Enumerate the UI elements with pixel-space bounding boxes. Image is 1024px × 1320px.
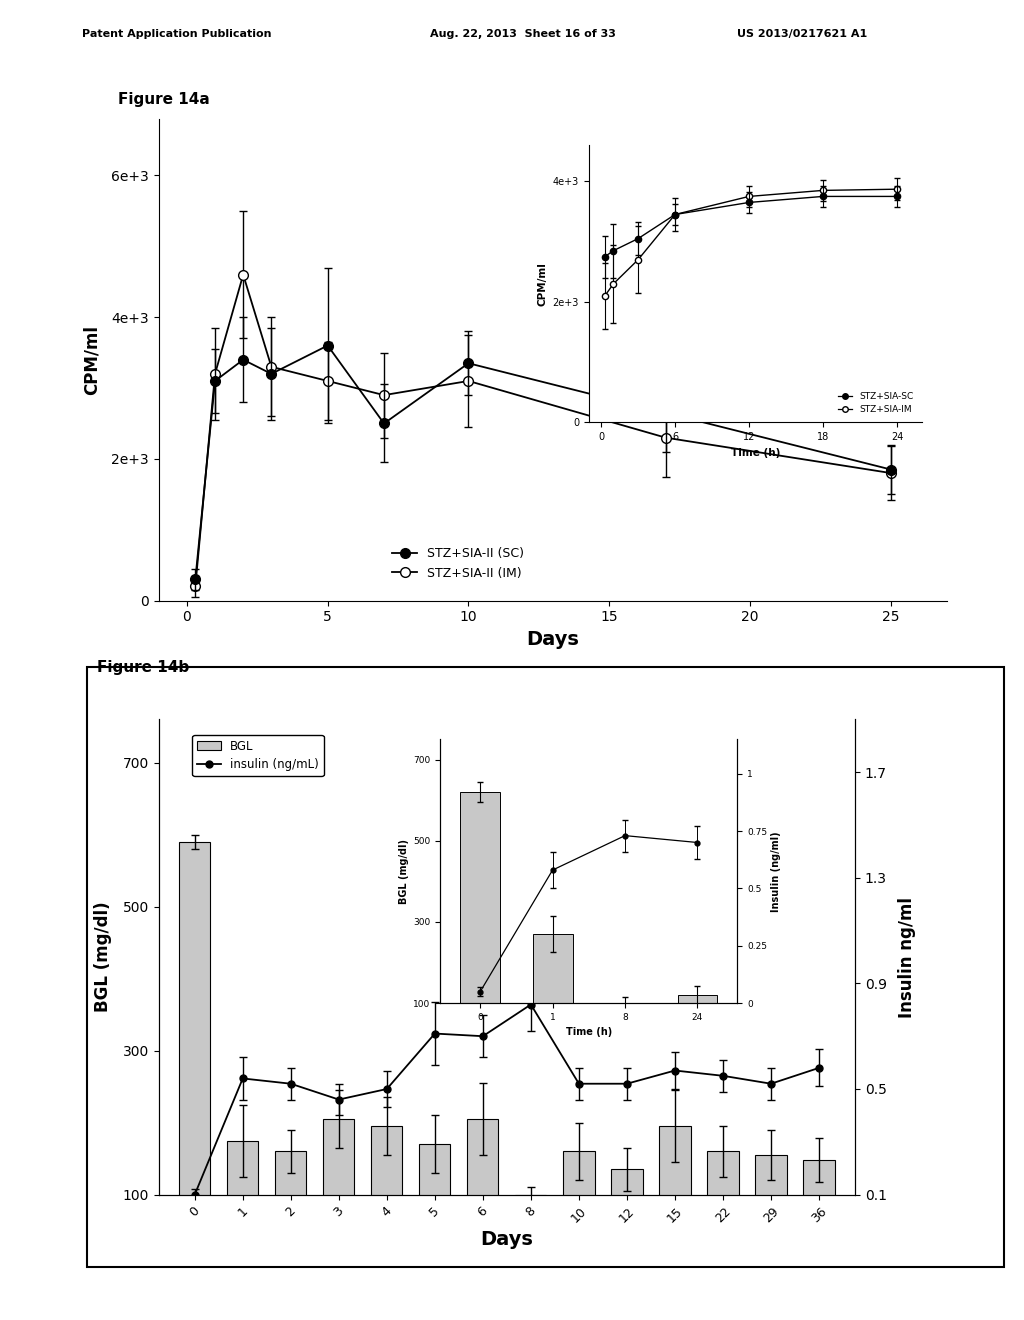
Bar [227,1140,258,1267]
Bar [324,1119,354,1267]
Text: Figure 14b: Figure 14b [97,660,189,675]
Bar [275,1151,306,1267]
Legend: STZ+SIA-SC, STZ+SIA-IM: STZ+SIA-SC, STZ+SIA-IM [835,388,918,418]
Bar [605,1003,645,1044]
Text: Patent Application Publication: Patent Application Publication [82,29,271,40]
Bar [515,1195,547,1267]
Text: Figure 14a: Figure 14a [118,92,210,107]
Y-axis label: CPM/ml: CPM/ml [82,325,100,395]
X-axis label: Days: Days [480,1230,534,1249]
Legend: STZ+SIA-II (SC), STZ+SIA-II (IM): STZ+SIA-II (SC), STZ+SIA-II (IM) [387,543,529,585]
Text: Aug. 22, 2013  Sheet 16 of 33: Aug. 22, 2013 Sheet 16 of 33 [430,29,616,40]
Bar [678,995,718,1044]
Bar [460,792,500,1044]
Y-axis label: CPM/ml: CPM/ml [538,261,547,306]
Legend: BGL, insulin (ng/mL): BGL, insulin (ng/mL) [193,735,324,776]
X-axis label: Time (h): Time (h) [730,447,780,458]
Bar [532,935,572,1044]
Bar [467,1119,499,1267]
Bar [804,1160,835,1267]
Bar [563,1151,595,1267]
Bar [419,1144,451,1267]
Y-axis label: BGL (mg/dl): BGL (mg/dl) [93,902,112,1012]
Bar [708,1151,738,1267]
Y-axis label: BGL (mg/dl): BGL (mg/dl) [399,838,410,904]
Bar [179,842,210,1267]
Y-axis label: Insulin ng/ml: Insulin ng/ml [898,896,915,1018]
Text: US 2013/0217621 A1: US 2013/0217621 A1 [737,29,867,40]
X-axis label: Days: Days [526,630,580,649]
Bar [611,1170,642,1267]
X-axis label: Time (h): Time (h) [565,1027,612,1038]
Y-axis label: Insulin (ng/ml): Insulin (ng/ml) [771,830,781,912]
Bar [372,1126,402,1267]
Bar [756,1155,786,1267]
Bar [659,1126,690,1267]
